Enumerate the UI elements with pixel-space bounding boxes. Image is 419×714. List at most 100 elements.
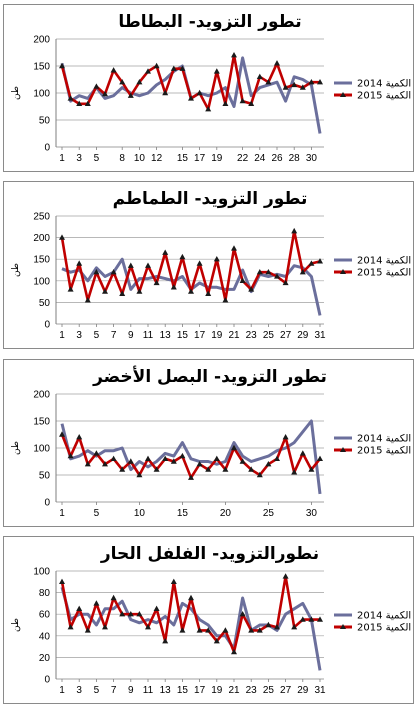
data-point-2015	[265, 621, 272, 628]
data-point-2015	[282, 573, 289, 579]
data-point-2015	[93, 83, 100, 89]
data-point-2015	[93, 450, 100, 456]
data-point-2015	[136, 79, 143, 85]
data-point-2015	[127, 262, 134, 268]
x-tick-label: 1	[59, 153, 65, 164]
data-point-2015	[170, 458, 177, 464]
x-tick-label: 22	[237, 153, 249, 164]
data-point-2015	[67, 452, 74, 459]
data-point-2015	[188, 95, 194, 101]
data-point-2015	[102, 90, 108, 97]
series-line-2014	[60, 419, 322, 495]
data-point-2015	[145, 623, 151, 630]
x-tick-label: 13	[160, 330, 172, 341]
legend-entry: 2015 الكمية	[357, 91, 411, 102]
data-point-2015	[188, 288, 194, 294]
y-axis-label: طن	[11, 618, 21, 632]
y-tick-label: 0	[44, 675, 50, 686]
data-point-2015	[291, 81, 298, 88]
data-point-2015	[136, 288, 143, 294]
data-point-2015	[170, 284, 177, 290]
data-point-2015	[179, 452, 186, 459]
y-tick-label: 50	[39, 298, 51, 309]
data-point-2015	[179, 253, 186, 260]
data-point-2015	[317, 616, 323, 622]
legend-marker	[340, 269, 346, 274]
data-point-2015	[102, 288, 108, 294]
data-point-2015	[188, 474, 194, 480]
x-tick-label: 17	[194, 330, 206, 341]
x-tick-label: 3	[76, 330, 82, 341]
data-point-2015	[213, 455, 220, 461]
x-tick-label: 9	[128, 685, 134, 696]
legend-marker	[340, 624, 346, 629]
data-point-2015	[291, 469, 298, 475]
x-tick-label: 29	[297, 330, 309, 341]
data-point-2015	[205, 290, 212, 296]
data-point-2015	[67, 95, 74, 101]
y-tick-label: 80	[39, 588, 51, 599]
data-point-2015	[256, 627, 263, 633]
data-point-2015	[239, 277, 246, 283]
x-tick-label: 29	[297, 685, 309, 696]
data-point-2015	[248, 100, 255, 106]
x-tick-label: 3	[76, 685, 82, 696]
series-line-2015	[60, 53, 320, 111]
x-tick-label: 5	[94, 508, 100, 519]
y-tick-label: 0	[44, 320, 50, 331]
legend-entry: 2014 الكمية	[357, 434, 411, 445]
x-tick-label: 21	[228, 685, 240, 696]
chart-panel-potato: تطور التزويد- البطاطا 0 50 100 150 200 طن 1 3 5 8 1…	[3, 4, 414, 172]
data-point-2015	[196, 260, 203, 266]
y-tick-label: 0	[44, 143, 50, 154]
y-tick-label: 250	[33, 212, 50, 223]
data-point-2015	[274, 623, 280, 630]
x-tick-label: 20	[220, 508, 232, 519]
data-point-2015	[308, 616, 315, 622]
data-point-2015	[231, 648, 237, 655]
data-point-2015	[308, 260, 315, 266]
x-tick-label: 21	[228, 330, 240, 341]
chart-panel-tomato: تطور التزويد- الطماطم 0 50 100 150 200 250 طن 1 3…	[3, 181, 414, 349]
data-point-2015	[308, 79, 315, 85]
data-point-2015	[119, 611, 126, 617]
y-tick-label: 150	[33, 417, 50, 428]
x-tick-label: 31	[314, 685, 326, 696]
x-tick-label: 1	[59, 508, 65, 519]
data-point-2015	[256, 471, 263, 478]
data-point-2015	[84, 461, 91, 467]
y-tick-label: 100	[33, 444, 50, 455]
data-point-2015	[170, 65, 177, 71]
chart-title: نطورالتزويد- الفلفل الحار	[100, 544, 319, 564]
data-point-2015	[282, 279, 289, 286]
x-tick-label: 11	[143, 330, 154, 341]
data-point-2015	[274, 273, 280, 279]
x-tick-label: 28	[289, 153, 301, 164]
y-tick-label: 20	[39, 653, 51, 664]
y-tick-label: 150	[33, 255, 50, 266]
data-point-2015	[76, 100, 83, 106]
data-point-2015	[119, 466, 126, 472]
legend-entry: 2015 الكمية	[357, 623, 411, 634]
data-point-2015	[119, 79, 126, 85]
x-tick-label: 11	[143, 685, 154, 696]
x-tick-label: 27	[280, 685, 292, 696]
data-point-2015	[110, 67, 117, 73]
x-tick-label: 25	[263, 330, 275, 341]
data-point-2015	[179, 627, 186, 633]
data-point-2015	[248, 466, 255, 472]
y-tick-label: 200	[33, 390, 50, 401]
data-point-2015	[127, 611, 134, 617]
data-point-2015	[76, 605, 83, 611]
data-point-2015	[205, 627, 212, 633]
data-point-2015	[299, 616, 306, 622]
data-point-2015	[256, 73, 263, 79]
data-point-2015	[145, 68, 151, 74]
data-point-2015	[265, 268, 272, 275]
data-point-2015	[274, 455, 280, 461]
data-point-2015	[196, 461, 203, 467]
data-point-2015	[127, 92, 134, 98]
x-tick-label: 19	[211, 330, 223, 341]
data-point-2015	[153, 62, 160, 69]
x-tick-label: 15	[177, 685, 189, 696]
